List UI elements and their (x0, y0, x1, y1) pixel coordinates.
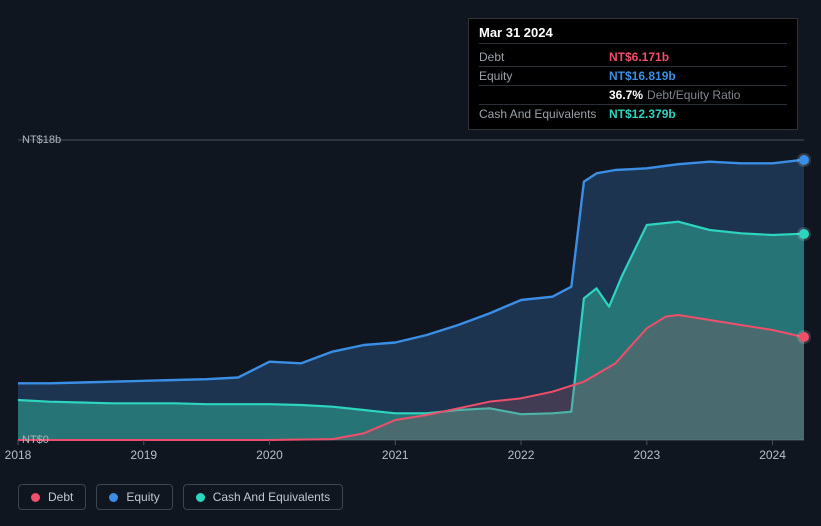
legend-swatch-icon (196, 493, 205, 502)
chart-svg (18, 140, 804, 440)
legend-item-debt[interactable]: Debt (18, 484, 86, 510)
legend-swatch-icon (109, 493, 118, 502)
tooltip-row: EquityNT$16.819b (479, 67, 787, 86)
tooltip-date: Mar 31 2024 (479, 25, 787, 44)
tooltip-metric-label (479, 88, 609, 102)
series-end-marker (799, 155, 809, 165)
tooltip-row: Cash And EquivalentsNT$12.379b (479, 105, 787, 123)
chart-legend: Debt Equity Cash And Equivalents (18, 484, 343, 510)
tooltip-metric-label: Equity (479, 69, 609, 83)
chart-plot-area[interactable] (18, 140, 804, 440)
tooltip-row: DebtNT$6.171b (479, 48, 787, 67)
series-end-marker (799, 229, 809, 239)
tooltip-metric-value: NT$16.819b (609, 69, 676, 83)
tooltip-metric-value: 36.7%Debt/Equity Ratio (609, 88, 740, 102)
x-axis-label: 2018 (5, 448, 32, 462)
legend-swatch-icon (31, 493, 40, 502)
legend-item-equity[interactable]: Equity (96, 484, 172, 510)
legend-item-cash-and-equivalents[interactable]: Cash And Equivalents (183, 484, 343, 510)
legend-label: Cash And Equivalents (213, 490, 330, 504)
tooltip-row: 36.7%Debt/Equity Ratio (479, 86, 787, 105)
tooltip-metric-label: Cash And Equivalents (479, 107, 609, 121)
tooltip-metric-label: Debt (479, 50, 609, 64)
x-axis-label: 2019 (130, 448, 157, 462)
x-axis-label: 2023 (633, 448, 660, 462)
x-axis-label: 2020 (256, 448, 283, 462)
chart-tooltip: Mar 31 2024 DebtNT$6.171bEquityNT$16.819… (468, 18, 798, 130)
series-end-marker (799, 332, 809, 342)
tooltip-metric-value: NT$12.379b (609, 107, 676, 121)
legend-label: Debt (48, 490, 73, 504)
x-axis-label: 2024 (759, 448, 786, 462)
x-axis-label: 2021 (382, 448, 409, 462)
legend-label: Equity (126, 490, 159, 504)
x-axis: 2018 2019 2020 2021 2022 2023 2024 (0, 448, 821, 468)
y-axis-label: NT$0 (22, 434, 49, 446)
y-axis-label: NT$18b (22, 134, 61, 146)
tooltip-metric-extra: Debt/Equity Ratio (647, 88, 740, 102)
x-axis-label: 2022 (508, 448, 535, 462)
tooltip-metric-value: NT$6.171b (609, 50, 669, 64)
